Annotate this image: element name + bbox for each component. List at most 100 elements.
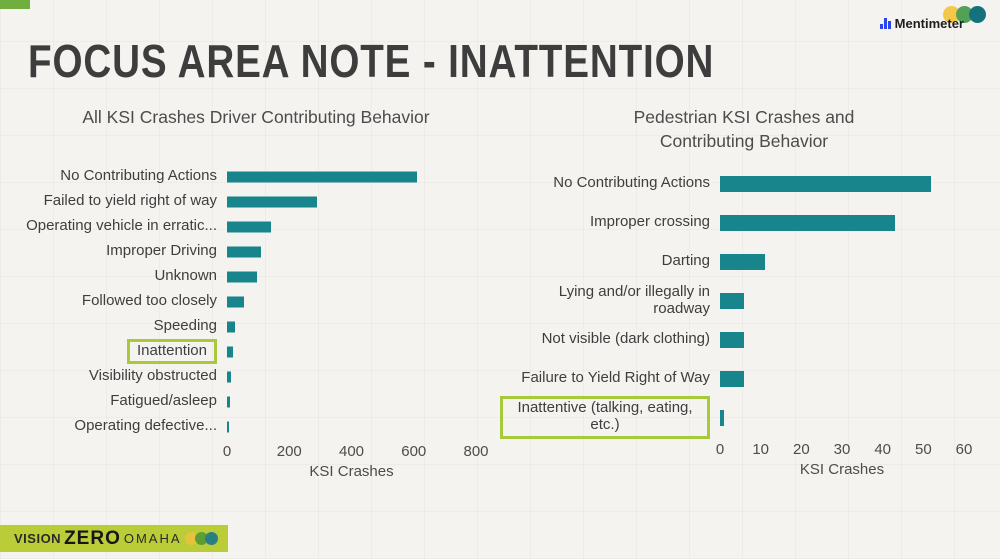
category-label: No Contributing Actions xyxy=(553,174,710,192)
bar xyxy=(227,321,236,332)
bar-row: Speeding xyxy=(12,314,500,339)
brand-dot xyxy=(956,6,973,23)
bar xyxy=(227,296,245,307)
bar-track xyxy=(720,281,964,320)
bar-track xyxy=(227,264,476,289)
bar xyxy=(227,221,271,232)
bar-row: Operating defective... xyxy=(12,414,500,439)
bar-track xyxy=(227,339,476,364)
bar-row: Failed to yield right of way xyxy=(12,189,500,214)
x-tick-label: 10 xyxy=(752,441,769,458)
mentimeter-brand-label: Mentimeter xyxy=(894,16,964,31)
footer-vision-label: VISION xyxy=(14,531,62,546)
bar-track xyxy=(720,242,964,281)
footer-dots xyxy=(184,532,218,545)
x-tick-label: 40 xyxy=(874,441,891,458)
mentimeter-brand: Mentimeter xyxy=(879,6,986,31)
bar xyxy=(227,346,234,357)
chart-driver-contributing-behavior: All KSI Crashes Driver Contributing Beha… xyxy=(12,106,500,480)
category-label: Improper crossing xyxy=(589,213,710,231)
x-tick-label: 20 xyxy=(792,441,810,458)
category-label: Failure to Yield Right of Way xyxy=(521,369,710,387)
bar-track xyxy=(227,189,476,214)
bar-track xyxy=(720,203,964,242)
brand-dot xyxy=(194,532,208,545)
highlight-box: Inattention xyxy=(126,338,217,365)
top-left-accent-bar xyxy=(0,0,30,9)
bar-row: Fatigued/asleep xyxy=(12,389,500,414)
brand-dot xyxy=(943,6,960,23)
bar xyxy=(720,370,745,387)
bar xyxy=(227,271,257,282)
bar-row: Inattentive (talking, eating, etc.) xyxy=(500,396,988,439)
chart-title: All KSI Crashes Driver Contributing Beha… xyxy=(82,107,430,127)
bar xyxy=(720,175,932,192)
bar-track xyxy=(227,414,476,439)
category-label: No Contributing Actions xyxy=(60,167,217,185)
bar xyxy=(227,396,231,407)
x-axis-ticks: 0 10 20 30 40 50 60 xyxy=(716,437,973,461)
x-tick-label: 0 xyxy=(715,441,725,458)
bar-track xyxy=(227,389,476,414)
x-axis-label: KSI Crashes xyxy=(799,461,885,478)
brand-dot xyxy=(204,532,218,545)
bar xyxy=(720,214,895,231)
x-axis-ticks: 0 200 400 600 800 xyxy=(223,439,489,463)
bar-row: Operating vehicle in erratic... xyxy=(12,214,500,239)
x-axis-label: KSI Crashes xyxy=(309,463,394,480)
bar xyxy=(720,409,725,426)
x-tick-label: 800 xyxy=(463,443,489,460)
bar-rows: No Contributing Actions Failed to yield r… xyxy=(12,164,500,439)
bar-row: Lying and/or illegally in roadway xyxy=(500,281,988,320)
bar-track xyxy=(720,320,964,359)
brand-dot xyxy=(969,6,986,23)
vision-zero-omaha-logo: VISION ZERO OMAHA xyxy=(0,525,228,552)
x-tick-label: 200 xyxy=(276,443,302,460)
bar xyxy=(227,421,230,432)
footer-omaha-label: OMAHA xyxy=(123,531,182,546)
bar-rows: No Contributing Actions Improper crossing… xyxy=(500,164,988,439)
bar-track xyxy=(720,359,964,398)
bar-track xyxy=(720,164,964,203)
bar-track xyxy=(227,289,476,314)
bar-track xyxy=(720,398,964,437)
category-label: Speeding xyxy=(153,317,217,335)
category-label: Darting xyxy=(661,252,710,270)
category-label: Inattention xyxy=(12,338,227,365)
x-tick-label: 50 xyxy=(914,441,932,458)
bar-row: Darting xyxy=(500,242,988,281)
bar-track xyxy=(227,364,476,389)
bar-track xyxy=(227,164,476,189)
bar xyxy=(227,171,417,182)
mentimeter-logo-icon xyxy=(879,18,891,29)
brand-dots xyxy=(880,6,986,23)
bar xyxy=(227,371,232,382)
bar xyxy=(720,292,745,309)
bar-row: Unknown xyxy=(12,264,500,289)
x-tick-label: 600 xyxy=(401,443,427,460)
x-tick-label: 60 xyxy=(955,441,973,458)
category-label: Lying and/or illegally in roadway xyxy=(558,282,710,317)
bar xyxy=(227,246,262,257)
footer-zero-label: ZERO xyxy=(64,527,121,549)
category-label: Improper Driving xyxy=(106,242,217,260)
category-label: Operating vehicle in erratic... xyxy=(26,217,217,235)
category-label: Unknown xyxy=(154,267,217,285)
x-tick-label: 400 xyxy=(338,443,365,460)
bar-row: Improper Driving xyxy=(12,239,500,264)
bar-row: Followed too closely xyxy=(12,289,500,314)
bar xyxy=(227,196,318,207)
category-label: Failed to yield right of way xyxy=(43,192,217,210)
charts-area: All KSI Crashes Driver Contributing Beha… xyxy=(12,106,988,480)
page-title: FOCUS AREA NOTE - INATTENTION xyxy=(28,35,715,87)
brand-dot xyxy=(184,532,198,545)
bar-row: Not visible (dark clothing) xyxy=(500,320,988,359)
mentimeter-wordmark: Mentimeter xyxy=(879,16,964,31)
bar-row: Visibility obstructed xyxy=(12,364,500,389)
category-label: Followed too closely xyxy=(81,292,217,310)
bar-track xyxy=(227,239,476,264)
chart-title: Pedestrian KSI Crashes and Contributing … xyxy=(633,107,855,151)
category-label: Visibility obstructed xyxy=(88,367,217,385)
category-label: Inattentive (talking, eating, etc.) xyxy=(500,396,720,439)
